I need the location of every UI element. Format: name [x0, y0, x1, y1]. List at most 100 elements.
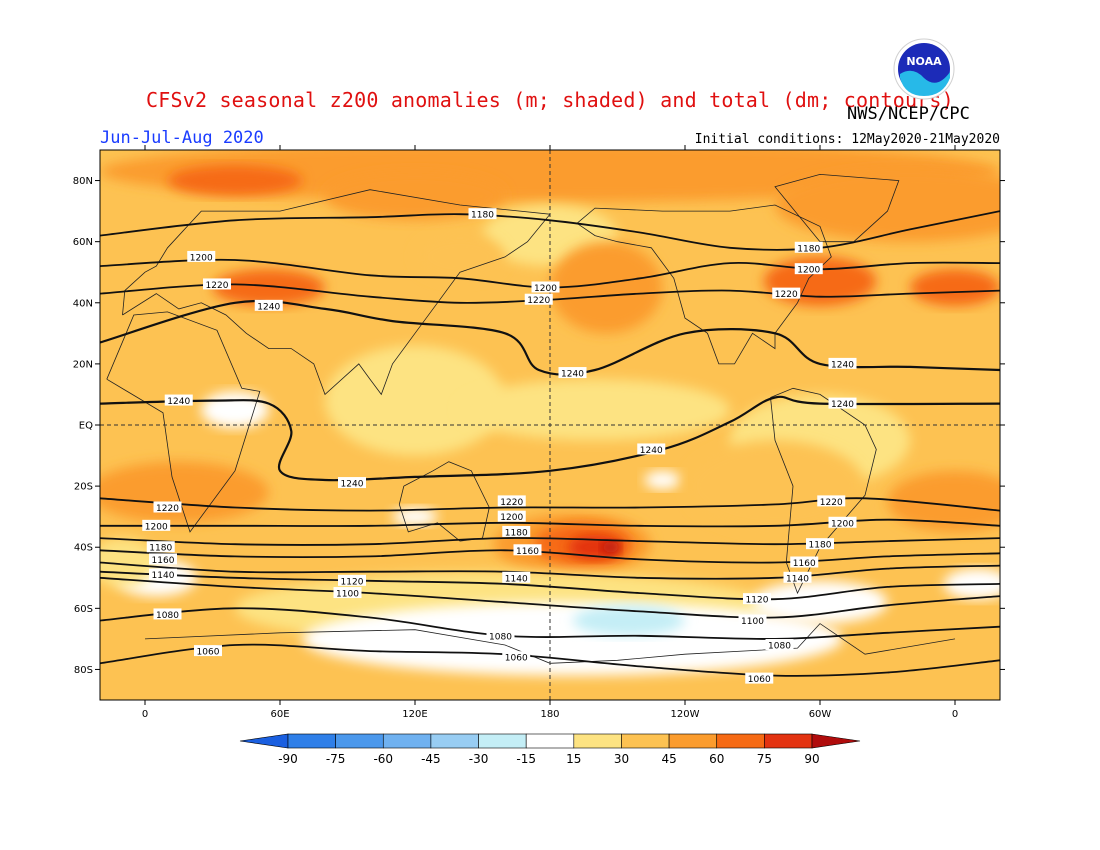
- colorbar-segment: [621, 733, 670, 749]
- contour-label-text: 1080: [768, 642, 791, 652]
- shade-region: [415, 232, 505, 282]
- contour-label-text: 1180: [471, 211, 494, 221]
- colorbar-high-arrow: [811, 733, 861, 749]
- lat-tick-label: 60S: [74, 604, 93, 615]
- contour-label-text: 1240: [257, 302, 280, 312]
- colorbar-level-label: 90: [804, 752, 819, 766]
- contour-label-1080: 1080: [153, 608, 182, 621]
- contour-label-text: 1160: [793, 559, 816, 569]
- contour-1080: [100, 607, 1000, 640]
- contour-label-text: 1240: [167, 397, 190, 407]
- forecast-period: Jun-Jul-Aug 2020: [100, 128, 264, 148]
- contour-label-1220: 1220: [524, 293, 553, 306]
- contour-label-1200: 1200: [531, 281, 560, 294]
- contour-label-text: 1240: [831, 360, 854, 370]
- noaa-logo-text: NOAA: [906, 55, 942, 68]
- contour-label-text: 1060: [748, 675, 771, 685]
- contour-label-box: [765, 639, 794, 650]
- contour-label-text: 1240: [341, 480, 364, 490]
- lon-tick-label: 0: [142, 709, 148, 720]
- contour-label-1200: 1200: [142, 519, 171, 532]
- agency-label: NWS/NCEP/CPC: [847, 104, 970, 124]
- lon-tick-label: 60W: [809, 709, 832, 720]
- colorbar-low-arrow: [239, 733, 289, 749]
- colorbar-level-label: -45: [421, 752, 441, 766]
- colorbar: -90 -75 -60 -45 -30 -15 15 30 45 60 75 90: [239, 733, 861, 766]
- shade-region: [644, 470, 681, 490]
- contour-label-text: 1200: [145, 522, 168, 532]
- contour-1200: [100, 258, 1000, 289]
- initial-conditions: Initial conditions: 12May2020-21May2020: [694, 132, 1000, 147]
- colorbar-level-label: -90: [278, 752, 298, 766]
- axis-ticks: 80N 60N 40N 20N EQ 20S 40S 60S 80S 0 60E 120E 180 120…: [73, 145, 1005, 720]
- shade-region: [568, 535, 622, 560]
- contour-label-text: 1140: [505, 574, 528, 584]
- contour-label-1240: 1240: [637, 443, 666, 456]
- coastline: [122, 189, 551, 396]
- contour-label-box: [497, 510, 526, 522]
- colorbar-level-label: 45: [661, 752, 676, 766]
- contour-label-1220: 1220: [772, 287, 801, 300]
- colorbar-level-label: -30: [469, 752, 489, 766]
- contour-label-box: [497, 495, 526, 507]
- shade-region: [910, 269, 1000, 306]
- contour-label-box: [794, 241, 823, 253]
- contour-label-box: [338, 477, 366, 489]
- lon-tick-label: 60E: [270, 709, 289, 720]
- contour-label-text: 1200: [797, 266, 820, 276]
- lat-tick-label: 80S: [74, 665, 93, 676]
- contour-label-1240: 1240: [338, 477, 366, 490]
- contour-label-1180: 1180: [502, 525, 531, 538]
- colorbar-segment: [478, 733, 527, 749]
- shade-region: [325, 345, 505, 456]
- reference-lines: [100, 150, 1000, 700]
- contour-1140: [100, 561, 1000, 580]
- map-title: CFSv2 seasonal z200 anomalies (m; shaded…: [146, 88, 954, 112]
- contour-label-1160: 1160: [790, 556, 819, 569]
- contour-label-1120: 1120: [743, 593, 771, 606]
- contour-label-1140: 1140: [783, 571, 812, 584]
- contour-label-1180: 1180: [146, 541, 175, 554]
- contour-label-text: 1200: [831, 519, 854, 529]
- contour-label-box: [254, 299, 283, 311]
- contour-1220: [100, 497, 1000, 512]
- contour-1060: [100, 643, 1000, 677]
- contour-label-box: [806, 538, 834, 550]
- lat-tick-label: 20S: [74, 482, 93, 493]
- contour-label-text: 1220: [206, 281, 229, 291]
- lon-tick-label: 120E: [402, 709, 427, 720]
- colorbar-segment: [764, 733, 813, 749]
- contour-label-1060: 1060: [502, 651, 531, 664]
- contour-label-text: 1180: [505, 528, 528, 538]
- contour-label-text: 1060: [197, 648, 220, 658]
- lat-tick-label: 40S: [74, 543, 93, 554]
- contour-1100: [100, 576, 1000, 619]
- colorbar-level-label: -15: [516, 752, 536, 766]
- contour-label-text: 1160: [152, 556, 175, 566]
- contour-label-1180: 1180: [468, 208, 497, 221]
- lon-tick-label: 180: [540, 709, 559, 720]
- shade-region: [601, 541, 620, 554]
- contour-label-box: [142, 519, 171, 531]
- contour-1160: [100, 549, 1000, 564]
- contour-label-box: [146, 541, 175, 553]
- contour-label-1200: 1200: [187, 250, 216, 263]
- contour-label-box: [486, 629, 515, 641]
- contour-label-box: [187, 250, 216, 262]
- contour-label-box: [194, 645, 222, 657]
- contour-label-text: 1140: [786, 574, 809, 584]
- contour-1220: [100, 283, 1000, 304]
- colorbar-level-label: 30: [614, 752, 629, 766]
- colorbar-level-label: -75: [326, 752, 346, 766]
- shade-region: [100, 150, 1000, 202]
- contour-label-1120: 1120: [338, 574, 366, 587]
- contour-label-text: 1240: [561, 370, 584, 380]
- shade-region: [325, 171, 505, 221]
- colorbar-segment: [525, 733, 575, 749]
- contour-label-1180: 1180: [794, 241, 823, 254]
- shade-region: [167, 165, 303, 196]
- contour-1240: [100, 395, 1000, 482]
- contour-label-1240: 1240: [828, 397, 857, 410]
- contour-label-1080: 1080: [486, 629, 515, 642]
